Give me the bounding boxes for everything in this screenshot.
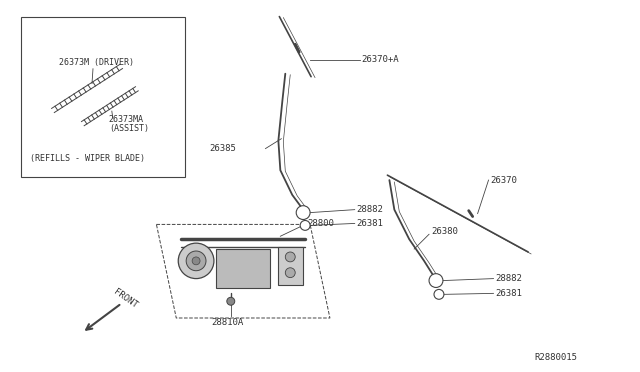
Circle shape [300, 221, 310, 230]
Text: 26373MA: 26373MA [109, 115, 144, 124]
Text: 28810A: 28810A [211, 318, 243, 327]
Text: 28882: 28882 [356, 205, 383, 214]
Text: 28800: 28800 [307, 219, 334, 228]
Text: FRONT: FRONT [112, 287, 139, 310]
Text: 26380: 26380 [431, 227, 458, 236]
Text: 26373M (DRIVER): 26373M (DRIVER) [60, 58, 134, 67]
Text: R2880015: R2880015 [535, 353, 578, 362]
Text: 26385: 26385 [209, 144, 236, 153]
Text: 26370+A: 26370+A [362, 55, 399, 64]
Bar [278, 247, 303, 285]
Circle shape [285, 268, 295, 278]
Circle shape [186, 251, 206, 271]
Circle shape [179, 243, 214, 279]
Circle shape [434, 289, 444, 299]
Circle shape [296, 206, 310, 219]
Text: 28882: 28882 [495, 274, 522, 283]
Circle shape [227, 297, 235, 305]
Bar [20, 17, 185, 177]
Bar [216, 249, 271, 288]
Text: 26381: 26381 [356, 219, 383, 228]
Text: (ASSIST): (ASSIST) [109, 124, 149, 134]
Text: (REFILLS - WIPER BLADE): (REFILLS - WIPER BLADE) [29, 154, 145, 163]
Text: 26381: 26381 [495, 289, 522, 298]
Circle shape [192, 257, 200, 265]
Text: 26370: 26370 [490, 176, 517, 185]
Circle shape [285, 252, 295, 262]
Circle shape [429, 274, 443, 288]
